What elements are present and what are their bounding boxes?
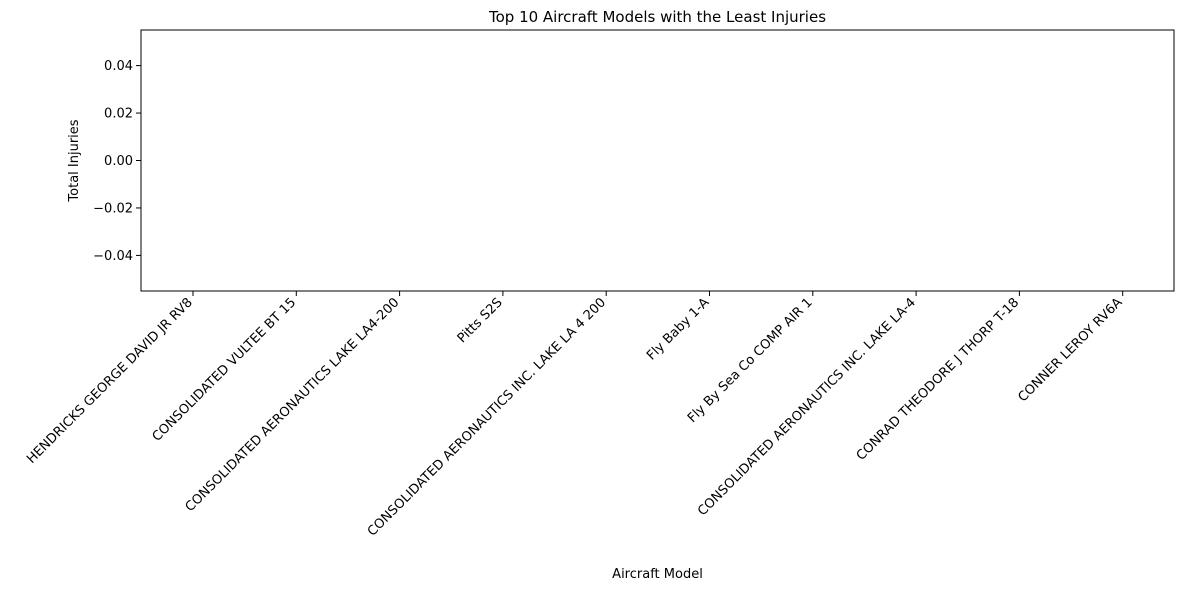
plot-area: −0.04 −0.02 0.00 0.02 0.04 HENDRICKS GEORGE D…	[24, 29, 1175, 539]
y-tick-label: 0.00	[104, 154, 133, 169]
x-tick-label: CONSOLIDATED AERONAUTICS INC. LAKE LA 4 …	[365, 295, 609, 539]
x-tick-label: HENDRICKS GEORGE DAVID JR RV8	[24, 295, 196, 467]
y-tick-label: −0.02	[93, 201, 133, 216]
x-tick-label: CONRAD THEODORE J THORP T-18	[854, 295, 1022, 463]
y-axis-label: Total Injuries	[67, 119, 82, 202]
chart-title: Top 10 Aircraft Models with the Least In…	[488, 8, 826, 26]
y-tick-label: −0.04	[93, 249, 133, 264]
y-tick-label: 0.02	[104, 107, 133, 122]
x-tick-label: CONSOLIDATED AERONAUTICS INC. LAKE LA-4	[695, 295, 919, 519]
x-tick-label: Fly Baby 1-A	[644, 295, 712, 363]
x-axis-label: Aircraft Model	[612, 567, 703, 582]
x-tick-label: CONSOLIDATED AERONAUTICS LAKE LA4-200	[183, 295, 403, 515]
x-tick-label: CONNER LEROY RV6A	[1015, 295, 1125, 405]
x-tick-label: Pitts S2S	[455, 295, 506, 346]
y-tick-label: 0.04	[104, 59, 133, 74]
axes-frame	[140, 29, 1175, 292]
